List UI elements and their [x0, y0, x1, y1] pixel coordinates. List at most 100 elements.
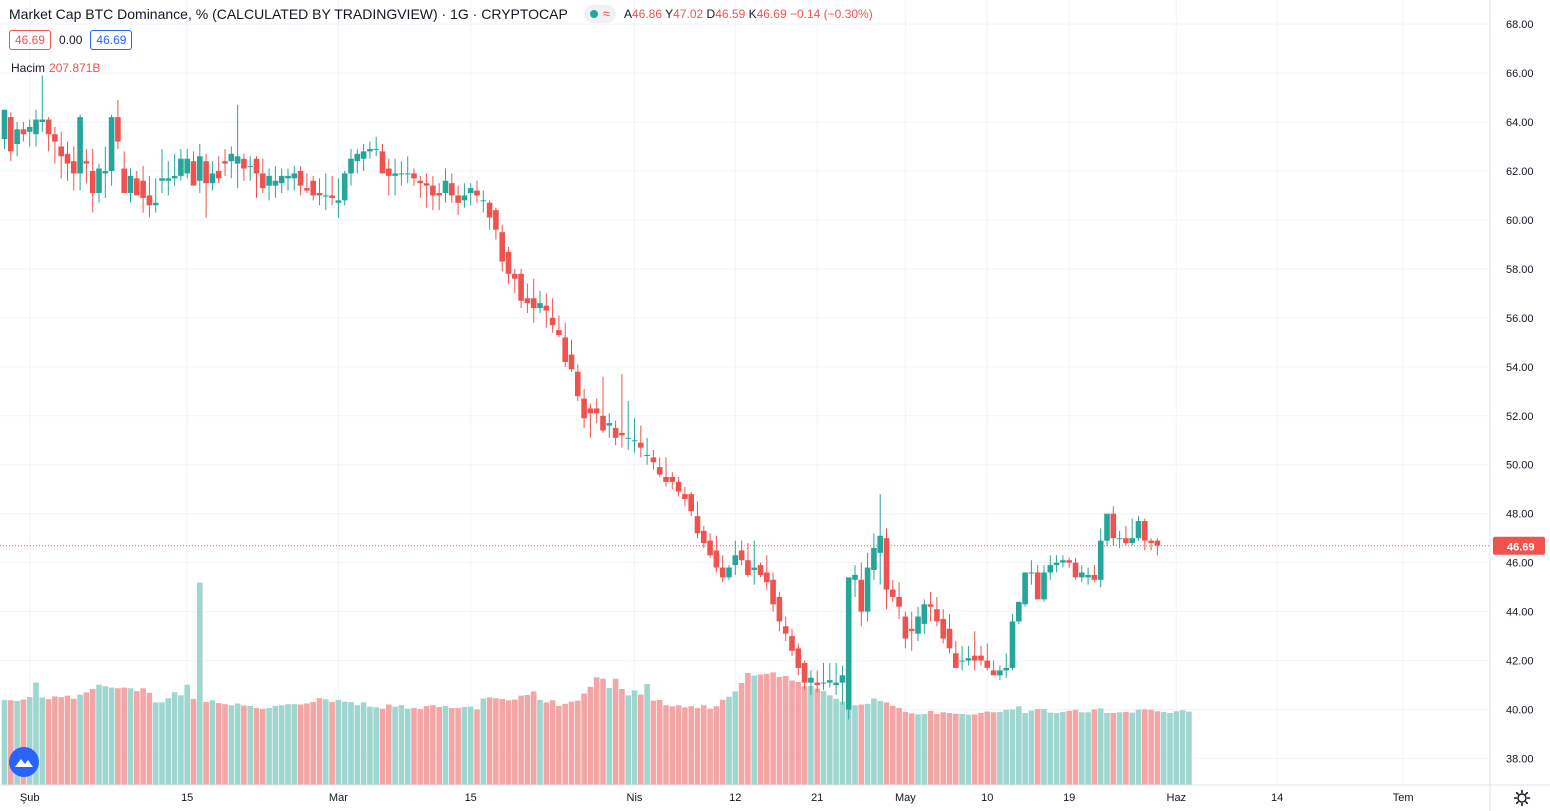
candle-body — [304, 188, 310, 191]
volume-bar — [77, 694, 83, 785]
volume-bar — [965, 714, 972, 785]
x-tick-label: 10 — [981, 792, 993, 804]
volume-bar — [575, 700, 581, 785]
legend-title-row: Market Cap BTC Dominance, % (CALCULATED … — [9, 5, 873, 23]
status-pill[interactable]: ≈ — [583, 5, 616, 23]
candle-body — [656, 467, 663, 475]
candle-body — [738, 550, 745, 561]
volume-bar — [20, 699, 27, 785]
candle-body — [663, 476, 669, 482]
candle-body — [146, 195, 153, 206]
x-tick-label: Haz — [1167, 792, 1187, 804]
volume-bar — [1116, 712, 1123, 785]
volume-bar — [417, 709, 424, 785]
y-tick-label: 40.00 — [1506, 705, 1534, 717]
volume-bar — [675, 705, 682, 785]
candle-body — [423, 183, 430, 186]
volume-legend: Hacim 207.871B — [11, 61, 100, 75]
volume-bar — [1104, 712, 1110, 785]
volume-bar — [789, 680, 795, 785]
high-value: 47.02 — [673, 7, 704, 21]
volume-bar — [486, 697, 493, 785]
volume-bar — [341, 701, 348, 785]
candle-body — [524, 298, 531, 304]
volume-bar — [442, 705, 449, 785]
candle-body — [134, 178, 140, 196]
volume-bar — [222, 704, 228, 785]
candle-body — [442, 180, 449, 194]
candle-body — [417, 180, 424, 184]
candle-body — [398, 173, 405, 175]
y-tick-label: 42.00 — [1506, 656, 1534, 668]
candle-body — [461, 195, 468, 201]
volume-bar — [581, 693, 587, 785]
volume-bar — [650, 700, 657, 785]
volume-bar — [1160, 711, 1167, 785]
symbol-title[interactable]: Market Cap BTC Dominance, % (CALCULATED … — [9, 6, 568, 22]
grid-lines — [0, 0, 1490, 785]
volume-bar — [83, 692, 90, 785]
volume-bar — [215, 703, 222, 785]
volume-bar — [316, 698, 323, 785]
candle-body — [1047, 565, 1054, 573]
volume-bar — [1186, 711, 1192, 785]
candle-body — [436, 193, 442, 196]
volume-bar — [908, 713, 915, 785]
volume-bar — [808, 685, 814, 785]
candle-body — [228, 153, 235, 162]
candle-body — [971, 655, 978, 661]
settings-gear-icon[interactable] — [1513, 789, 1531, 807]
candle-body — [285, 175, 291, 179]
volume-bar — [619, 688, 625, 785]
volume-bar — [58, 697, 64, 785]
close-value: 46.69 — [756, 7, 787, 21]
candle-body — [782, 626, 789, 634]
volume-bar — [858, 704, 865, 785]
ohlc-values: A46.86 Y47.02 D46.59 K46.69 −0.14 (−0.30… — [624, 7, 873, 21]
y-tick-label: 46.00 — [1506, 558, 1534, 570]
volume-bar — [165, 698, 172, 785]
low-label: D — [706, 7, 716, 21]
candle-body — [927, 604, 934, 607]
candle-body — [770, 579, 776, 605]
volume-bar — [297, 704, 304, 785]
volume-bar — [971, 714, 978, 785]
candle-body — [184, 158, 190, 174]
candle-body — [512, 273, 518, 279]
volume-bar — [593, 677, 600, 785]
candle-body — [505, 251, 512, 274]
candle-body — [316, 193, 323, 196]
candle-body — [480, 200, 487, 202]
candle-body — [52, 134, 58, 142]
candle-body — [1116, 538, 1123, 540]
y-tick-label: 60.00 — [1506, 215, 1534, 227]
candle-body — [997, 670, 1003, 676]
volume-bar — [436, 706, 442, 785]
volume-bar — [467, 706, 474, 785]
volume-bar — [127, 688, 134, 785]
volume-bar — [738, 682, 745, 785]
volume-bar — [587, 686, 594, 785]
volume-bar — [323, 699, 329, 785]
candle-body — [348, 158, 354, 174]
volume-bar — [927, 710, 934, 785]
candle-body — [1129, 538, 1135, 544]
candle-body — [619, 432, 625, 436]
candle-body — [600, 415, 606, 431]
candle-body — [373, 148, 379, 150]
y-tick-label: 52.00 — [1506, 411, 1534, 423]
value-box-right[interactable]: 46.69 — [90, 30, 133, 50]
volume-bar — [71, 698, 77, 785]
candle-body — [404, 173, 411, 175]
value-box-left[interactable]: 46.69 — [9, 30, 52, 50]
volume-bar — [449, 708, 455, 785]
tradingview-logo-icon[interactable] — [9, 747, 39, 777]
volume-bar — [518, 695, 524, 785]
candle-body — [1072, 562, 1079, 578]
open-label: A — [623, 7, 632, 21]
volume-bar — [644, 684, 650, 785]
volume-bar — [348, 702, 354, 785]
low-value: 46.59 — [715, 7, 746, 21]
candle-body — [165, 178, 172, 181]
